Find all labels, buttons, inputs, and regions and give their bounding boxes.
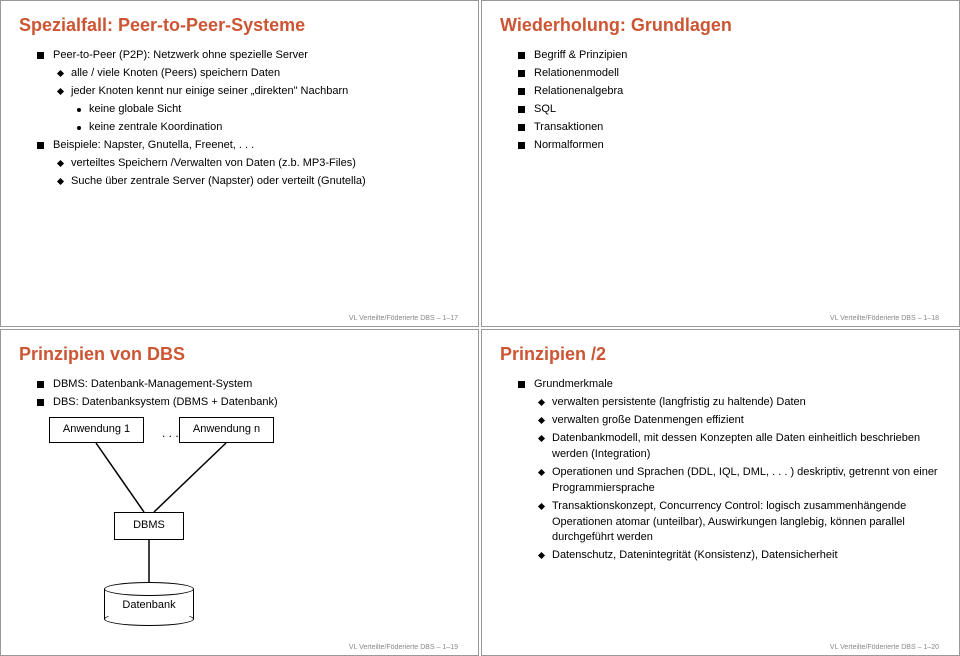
slide-title: Prinzipien von DBS [19,344,460,365]
slide-19: Prinzipien von DBS DBMS: Datenbank-Manag… [0,329,479,656]
bullet-item: verteiltes Speichern /Verwalten von Date… [55,156,460,172]
bullet-item: Normalformen [518,138,941,154]
bullet-item: Transaktionskonzept, Concurrency Control… [536,499,941,547]
slide-content: Begriff & Prinzipien Relationenmodell Re… [500,48,941,313]
bullet-item: Relationenalgebra [518,84,941,100]
bullet-item: Begriff & Prinzipien [518,48,941,64]
bullet-item: Suche über zentrale Server (Napster) ode… [55,174,460,190]
diagram-database: Datenbank [104,582,194,626]
slide-footer: VL Verteilte/Föderierte DBS – 1–18 [500,313,941,322]
slide-title: Spezialfall: Peer-to-Peer-Systeme [19,15,460,36]
bullet-item: Beispiele: Napster, Gnutella, Freenet, .… [37,138,460,154]
bullet-item: Relationenmodell [518,66,941,82]
dbs-diagram: Anwendung 1 . . . Anwendung n DBMS Daten… [49,417,329,637]
bullet-item: Peer-to-Peer (P2P): Netzwerk ohne spezie… [37,48,460,64]
slide-title: Wiederholung: Grundlagen [500,15,941,36]
slide-footer: VL Verteilte/Föderierte DBS – 1–17 [19,313,460,322]
bullet-item: DBMS: Datenbank-Management-System [37,377,460,393]
bullet-item: SQL [518,102,941,118]
slide-content: Peer-to-Peer (P2P): Netzwerk ohne spezie… [19,48,460,313]
slide-content: Grundmerkmale verwalten persistente (lan… [500,377,941,642]
diagram-app1: Anwendung 1 [49,417,144,443]
bullet-item: DBS: Datenbanksystem (DBMS + Datenbank) [37,395,460,411]
bullet-item: Grundmerkmale [518,377,941,393]
bullet-item: verwalten persistente (langfristig zu ha… [536,395,941,411]
bullet-item: Transaktionen [518,120,941,136]
bullet-item: jeder Knoten kennt nur einige seiner „di… [55,84,460,100]
bullet-item: verwalten große Datenmengen effizient [536,413,941,429]
bullet-item: keine zentrale Koordination [73,120,460,136]
bullet-item: Datenbankmodell, mit dessen Konzepten al… [536,431,941,463]
slide-20: Prinzipien /2 Grundmerkmale verwalten pe… [481,329,960,656]
diagram-appn: Anwendung n [179,417,274,443]
slide-footer: VL Verteilte/Föderierte DBS – 1–19 [19,642,460,651]
slide-content: DBMS: Datenbank-Management-System DBS: D… [19,377,460,642]
diagram-dbms: DBMS [114,512,184,540]
slide-title: Prinzipien /2 [500,344,941,365]
diagram-db-label: Datenbank [104,598,194,614]
bullet-item: Datenschutz, Datenintegrität (Konsistenz… [536,548,941,564]
bullet-item: alle / viele Knoten (Peers) speichern Da… [55,66,460,82]
bullet-item: Operationen und Sprachen (DDL, IQL, DML,… [536,465,941,497]
slide-18: Wiederholung: Grundlagen Begriff & Prinz… [481,0,960,327]
slide-17: Spezialfall: Peer-to-Peer-Systeme Peer-t… [0,0,479,327]
slide-footer: VL Verteilte/Föderierte DBS – 1–20 [500,642,941,651]
bullet-item: keine globale Sicht [73,102,460,118]
